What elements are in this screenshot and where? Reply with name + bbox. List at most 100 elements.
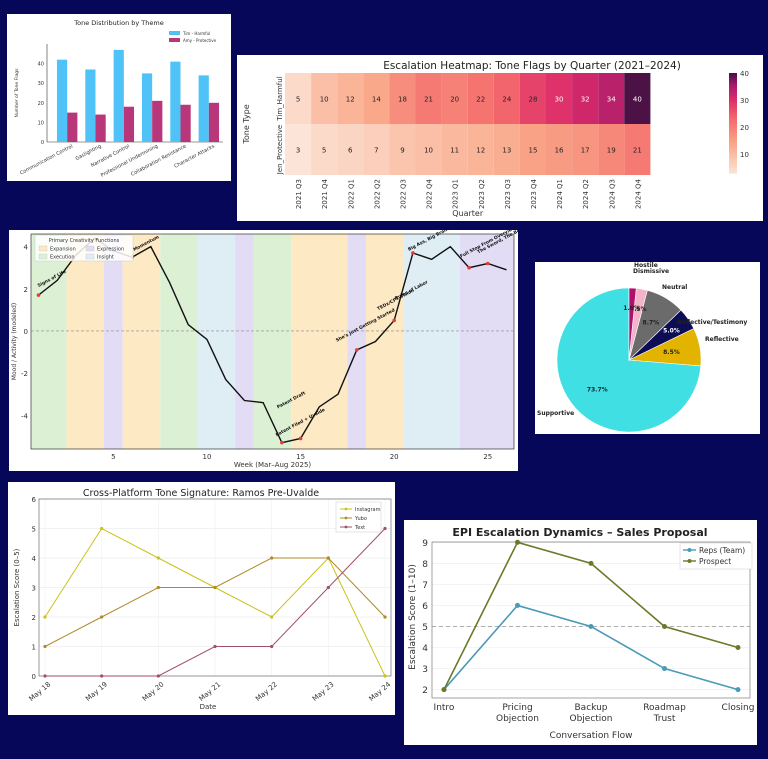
legend-marker <box>687 548 692 552</box>
colorbar-segment <box>729 78 737 82</box>
x-tick-label: May 22 <box>254 680 279 703</box>
pie-pct-label: 73.7% <box>587 386 608 393</box>
x-tick-label: Communication Control <box>19 143 74 176</box>
bar-tim-harmful-gaslighting <box>85 69 96 142</box>
y-tick-label: 6 <box>32 496 37 504</box>
heat-cell-value: 20 <box>450 96 459 104</box>
pie-pct-label: 1.6% <box>623 305 640 312</box>
x-tick-label: 2023 Q1 <box>452 179 460 209</box>
band-expression <box>104 234 123 449</box>
heat-cell-value: 18 <box>398 96 407 104</box>
chart-title: Escalation Heatmap: Tone Flags by Quarte… <box>383 60 681 72</box>
point-yubo <box>156 585 160 590</box>
point-instagram <box>383 674 387 678</box>
x-tick-label: Intro <box>434 703 455 713</box>
cross-platform-panel: Cross-Platform Tone Signature: Ramos Pre… <box>8 482 395 715</box>
legend-marker <box>344 516 348 520</box>
y-tick-label: 6 <box>422 602 428 612</box>
legend-label: Insight <box>97 255 114 261</box>
x-tick-label: Pricing Objection <box>496 703 539 724</box>
colorbar-tick: 40 <box>740 70 749 78</box>
bar-tim-harmful-narrative-control <box>113 49 124 142</box>
heat-cell-value: 32 <box>581 96 590 104</box>
x-tick-label: 2024 Q3 <box>608 179 616 209</box>
band-insight <box>197 234 236 449</box>
escalation-heatmap-chart: Escalation Heatmap: Tone Flags by Quarte… <box>242 60 749 218</box>
cross-platform-chart: Cross-Platform Tone Signature: Ramos Pre… <box>13 488 393 711</box>
pie-slice-hostile <box>628 287 637 361</box>
heat-cell-value: 12 <box>476 147 485 155</box>
colorbar-segment <box>729 95 737 99</box>
x-tick-label: 5 <box>111 453 115 461</box>
x-tick-label: May 19 <box>84 680 109 703</box>
colorbar-segment <box>729 133 737 137</box>
point-reps-team <box>735 687 741 693</box>
x-tick-label: May 24 <box>368 680 393 703</box>
heat-cell-value: 14 <box>372 96 381 104</box>
point-prospect <box>588 560 594 566</box>
band-expansion <box>291 234 348 449</box>
colorbar-segment <box>729 170 737 174</box>
point-prospect <box>662 623 667 629</box>
colorbar-segment <box>729 123 737 127</box>
x-tick-label: 2022 Q2 <box>373 179 381 209</box>
pie-pct-label: 2.5% <box>630 306 647 313</box>
mood-marker <box>392 318 396 323</box>
colorbar-tick: 30 <box>740 97 749 105</box>
bar-tim-harmful-communication-control <box>56 59 68 142</box>
colorbar-tick: 20 <box>740 124 749 132</box>
point-reps-team <box>588 623 594 629</box>
colorbar-segment <box>729 140 737 144</box>
plot-frame <box>30 233 515 450</box>
legend-swatch <box>38 245 48 252</box>
heat-cell-value: 21 <box>424 96 433 104</box>
x-tick-label: 10 <box>203 453 212 461</box>
heat-cell-tim-harmful-2021-q3 <box>285 73 312 124</box>
heat-cell-jen-protective-2024-q3 <box>598 124 625 175</box>
mood-marker <box>298 436 303 441</box>
point-yubo <box>270 556 274 560</box>
mood-activity-panel: -4 -2 0 2 4 5 10 15 20 25 Week (Mar–Aug 2025) Mood … <box>9 230 518 471</box>
mood-marker <box>467 265 471 270</box>
heat-cell-jen-protective-2023-q4 <box>519 124 546 175</box>
x-tick-label: Closing <box>722 703 755 713</box>
x-axis-label: Conversation Flow <box>550 731 633 741</box>
escalation-heatmap-panel: Escalation Heatmap: Tone Flags by Quarte… <box>237 55 763 221</box>
mood-marker <box>411 251 415 255</box>
x-tick-label: 2024 Q4 <box>634 178 642 209</box>
bar-amy-protective-communication-control <box>67 112 78 142</box>
legend-label: Text <box>354 525 365 531</box>
y-tick-label: 5 <box>422 623 428 633</box>
legend-label: Yubo <box>354 516 367 522</box>
x-tick-label: 2021 Q3 <box>295 179 303 209</box>
point-text <box>326 585 330 590</box>
heat-cell-value: 34 <box>607 96 616 104</box>
colorbar-segment <box>729 153 737 157</box>
legend-swatch <box>85 245 95 252</box>
bar-amy-protective-gaslighting <box>95 114 106 142</box>
pie-slice-label: Hostile <box>634 262 658 269</box>
legend-box <box>34 234 134 262</box>
heat-cell-tim-harmful-2022-q1 <box>337 73 364 124</box>
x-axis-label: Date <box>200 703 217 711</box>
heat-cell-tim-harmful-2023-q4 <box>519 73 546 124</box>
heat-cell-value: 19 <box>607 147 616 155</box>
y-tick-label: 0 <box>41 140 44 146</box>
x-tick-label: 2022 Q4 <box>426 178 434 209</box>
x-tick-label: Backup Objection <box>569 703 612 724</box>
x-tick-label: May 20 <box>141 680 166 703</box>
x-tick-label: 2024 Q2 <box>582 179 590 209</box>
heat-cell-jen-protective-2022-q1 <box>337 124 364 175</box>
heat-cell-jen-protective-2023-q2 <box>467 124 494 175</box>
colorbar-segment <box>729 130 737 134</box>
heat-cell-tim-harmful-2021-q4 <box>311 73 338 124</box>
plot-frame <box>38 498 392 677</box>
x-tick-label: May 21 <box>198 680 223 703</box>
heat-cell-value: 24 <box>502 96 511 104</box>
heat-cell-jen-protective-2022-q3 <box>389 124 416 175</box>
legend-label: Tim - Harmful <box>182 31 210 36</box>
heat-cell-tim-harmful-2022-q4 <box>415 73 442 124</box>
colorbar-segment <box>729 163 737 167</box>
heat-cell-jen-protective-2023-q3 <box>493 124 520 175</box>
colorbar-segment <box>729 135 737 139</box>
